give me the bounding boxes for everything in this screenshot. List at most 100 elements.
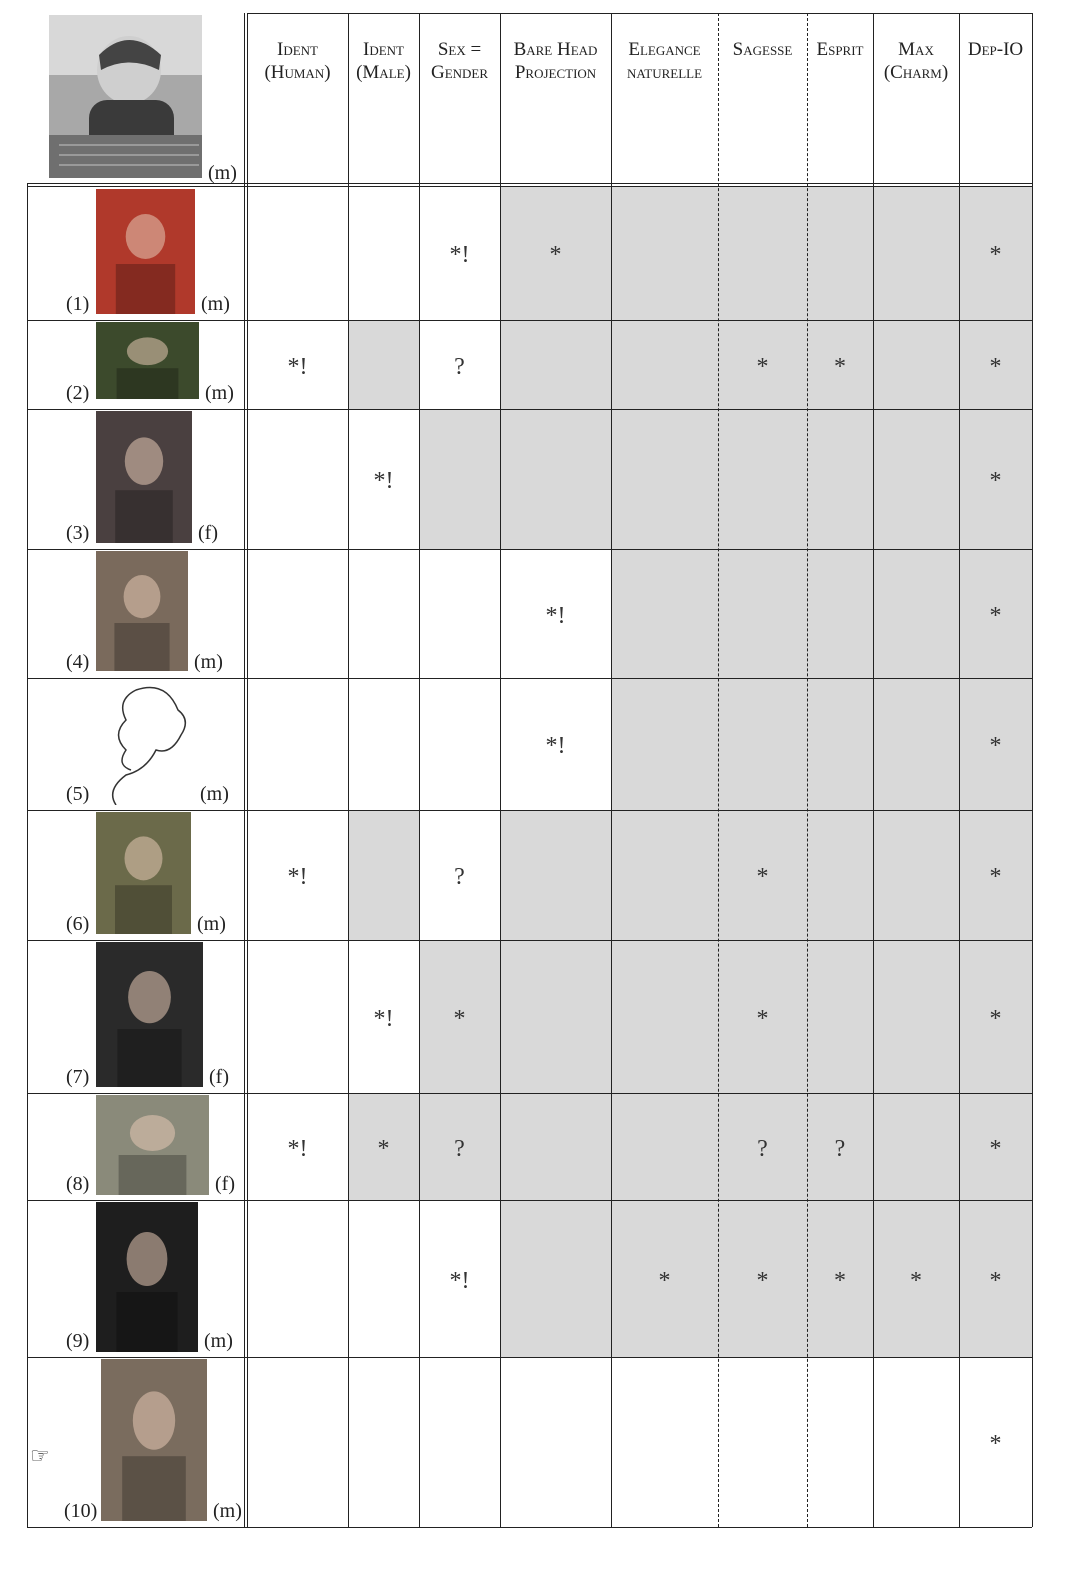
column-header-ident_male: Ident (Male) — [324, 38, 444, 84]
shaded-cell — [500, 1093, 611, 1200]
baby-photo-icon — [49, 15, 202, 178]
shaded-cell — [611, 940, 718, 1093]
shaded-cell — [807, 186, 873, 320]
cell-mark: *! — [449, 242, 470, 268]
row-sex-label: (f) — [198, 522, 218, 544]
row-photo-bride-costume-photo — [96, 411, 192, 543]
cell-mark: * — [377, 1135, 390, 1162]
cell-mark: * — [989, 242, 1002, 268]
shaded-cell — [348, 810, 419, 940]
row-number: (9) — [66, 1330, 90, 1352]
cell-mark: ? — [834, 1135, 846, 1162]
column-rule — [959, 13, 960, 1527]
shaded-cell — [807, 549, 873, 678]
row-sex-label: (m) — [204, 1330, 233, 1352]
cell-mark: * — [989, 468, 1002, 494]
shaded-cell — [959, 678, 1032, 810]
cell-mark: ? — [454, 353, 465, 380]
shaded-cell — [611, 1093, 718, 1200]
shaded-cell — [873, 320, 959, 409]
row-rule — [27, 409, 1032, 410]
column-rule — [611, 13, 612, 1527]
shaded-cell — [873, 549, 959, 678]
row-sex-label: (m) — [200, 783, 229, 805]
row-photo-masked-performer-photo — [96, 1202, 198, 1352]
shaded-cell — [807, 320, 873, 409]
column-header-line2: (Charm) — [883, 62, 949, 83]
column-header-line2: Gender — [430, 62, 489, 83]
shaded-cell — [419, 1093, 500, 1200]
column-header-line2: (Male) — [356, 62, 411, 83]
column-header-dep_io: Dep-IO — [936, 38, 1056, 61]
cell-mark: ? — [454, 864, 465, 890]
column-header-sagesse: Sagesse — [703, 38, 823, 61]
shaded-cell — [348, 320, 419, 409]
shaded-cell — [419, 409, 500, 549]
shaded-cell — [959, 320, 1032, 409]
column-rule — [1032, 13, 1033, 1527]
cell-mark: * — [834, 1267, 846, 1294]
cell-mark: * — [658, 1267, 671, 1294]
row-number: (10) — [64, 1500, 98, 1522]
column-header-line2: Projection — [514, 62, 597, 83]
shaded-cell — [718, 678, 807, 810]
shaded-cell — [873, 1093, 959, 1200]
column-header-line1: Dep-IO — [967, 39, 1024, 60]
column-header-line1: Ident — [363, 39, 404, 60]
shaded-cell — [807, 940, 873, 1093]
row-photo-dark-costume-photo — [96, 942, 203, 1087]
row-rule — [27, 940, 1032, 941]
cell-mark: *! — [373, 1005, 394, 1032]
cell-mark: * — [549, 242, 562, 268]
shaded-cell — [500, 186, 611, 320]
column-rule — [247, 13, 248, 1527]
header-baby-photo — [49, 15, 202, 178]
cell-mark: * — [989, 1267, 1002, 1294]
column-header-bare_head: Bare Head Projection — [496, 38, 616, 84]
cell-mark: * — [910, 1267, 922, 1294]
photo-column-rule — [244, 13, 245, 1527]
row-number: (3) — [66, 522, 90, 544]
shaded-cell — [807, 810, 873, 940]
shaded-cell — [611, 1200, 718, 1357]
header-bottom-rule — [27, 183, 1032, 184]
cell-mark: * — [756, 1267, 769, 1294]
shaded-cell — [807, 1200, 873, 1357]
shaded-cell — [959, 940, 1032, 1093]
column-header-esprit: Esprit — [780, 38, 900, 61]
shaded-cell — [959, 549, 1032, 678]
row-number: (1) — [66, 293, 90, 315]
cell-mark: *! — [287, 1135, 308, 1162]
shaded-cell — [718, 940, 807, 1093]
shaded-cell — [718, 1200, 807, 1357]
shaded-cell — [611, 320, 718, 409]
shaded-cell — [500, 409, 611, 549]
cell-mark: *! — [545, 733, 566, 759]
column-rule — [873, 13, 874, 1527]
shaded-cell — [959, 409, 1032, 549]
shaded-cell — [959, 1093, 1032, 1200]
column-rule — [807, 13, 808, 1527]
shaded-cell — [959, 810, 1032, 940]
column-header-line1: Ident — [277, 39, 318, 60]
shaded-cell — [718, 549, 807, 678]
shaded-cell — [500, 810, 611, 940]
shaded-cell — [500, 1200, 611, 1357]
row-number: (2) — [66, 382, 90, 404]
column-header-elegance: Elegance naturelle — [605, 38, 725, 84]
column-rule — [500, 13, 501, 1527]
column-rule — [718, 13, 719, 1527]
column-header-line1: Sagesse — [732, 39, 793, 60]
row-rule — [27, 320, 1032, 321]
cell-mark: * — [989, 602, 1002, 629]
shaded-cell — [611, 678, 718, 810]
shaded-cell — [611, 549, 718, 678]
cell-mark: ? — [454, 1135, 465, 1162]
shaded-cell — [807, 678, 873, 810]
column-header-line1: Esprit — [816, 39, 864, 60]
cell-mark: * — [756, 1005, 769, 1032]
cell-mark: * — [989, 1005, 1002, 1032]
cell-mark: *! — [287, 864, 308, 890]
row-photo-grey-haired-man-photo — [96, 551, 188, 671]
shaded-cell — [807, 1093, 873, 1200]
